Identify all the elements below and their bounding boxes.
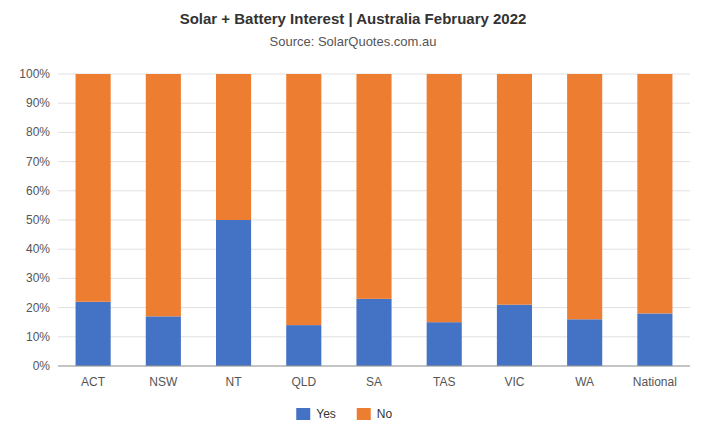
bar-segment (356, 74, 391, 299)
bar-segment (637, 74, 672, 313)
x-tick-label: WA (575, 375, 594, 389)
bar-segment (497, 74, 532, 305)
bar-segment (216, 74, 251, 220)
y-tick-label: 60% (26, 184, 50, 198)
bar-segment (497, 305, 532, 366)
legend: Yes No (296, 407, 392, 421)
bar-segment (637, 313, 672, 366)
bar-segment (427, 74, 462, 322)
grid-line (58, 366, 690, 367)
y-tick-label: 100% (19, 67, 50, 81)
y-axis: 0% 10% 20% 30% 40% 50% 60% 70% 80% 90% 100% (19, 67, 50, 373)
y-tick-label: 70% (26, 155, 50, 169)
x-tick-label: National (633, 375, 677, 389)
bar-segment (567, 74, 602, 319)
x-tick-label: TAS (433, 375, 455, 389)
y-tick-label: 50% (26, 213, 50, 227)
subtitle: Source: SolarQuotes.com.au (270, 34, 437, 49)
x-tick-label: ACT (81, 375, 106, 389)
x-tick-label: VIC (504, 375, 524, 389)
bar-segment (356, 299, 391, 366)
legend-label: No (377, 407, 393, 421)
bar-segment (146, 74, 181, 316)
grid (58, 74, 690, 366)
chart-container: Solar + Battery Interest | Australia Feb… (0, 0, 706, 442)
y-tick-label: 80% (26, 125, 50, 139)
x-tick-label: NSW (149, 375, 178, 389)
chart: Solar + Battery Interest | Australia Feb… (0, 0, 706, 442)
y-tick-label: 10% (26, 330, 50, 344)
y-tick-label: 30% (26, 271, 50, 285)
y-tick-label: 0% (33, 359, 51, 373)
y-tick-label: 20% (26, 301, 50, 315)
bar-segment (286, 325, 321, 366)
bar-segment (76, 74, 111, 302)
x-tick-label: NT (226, 375, 243, 389)
legend-swatch (357, 408, 371, 420)
y-tick-label: 90% (26, 96, 50, 110)
bar-segment (216, 220, 251, 366)
x-axis: ACT NSW NT QLD SA TAS VIC WA National (58, 366, 690, 389)
x-tick-label: SA (366, 375, 382, 389)
bar-segment (427, 322, 462, 366)
y-tick-label: 40% (26, 242, 50, 256)
x-tick-label: QLD (291, 375, 316, 389)
bar-segment (76, 302, 111, 366)
legend-swatch (296, 408, 310, 420)
legend-label: Yes (316, 407, 336, 421)
background (0, 0, 706, 442)
x-axis-line (58, 366, 690, 367)
bar-segment (146, 316, 181, 366)
bar-segment (286, 74, 321, 325)
title: Solar + Battery Interest | Australia Feb… (180, 10, 527, 27)
bars (76, 74, 673, 366)
bar-segment (567, 319, 602, 366)
